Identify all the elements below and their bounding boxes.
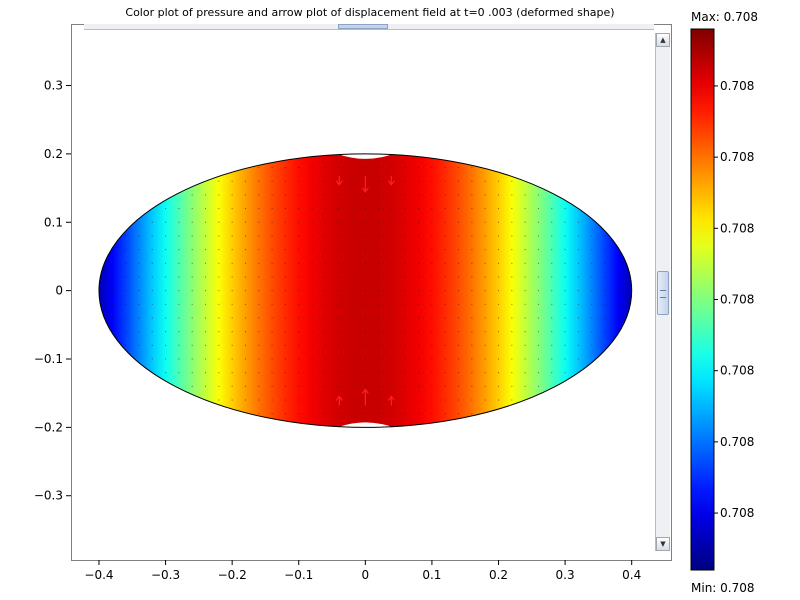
y-tick-label: 0.2: [44, 147, 63, 161]
x-tick-label: −0.1: [284, 568, 313, 582]
displacement-arrow-markers: [335, 175, 395, 406]
colorbar-tick-label: 0.708: [720, 150, 754, 164]
y-tick-label: −0.1: [34, 352, 63, 366]
colorbar-tick-label: 0.708: [720, 79, 754, 93]
y-tick-label: −0.3: [34, 489, 63, 503]
x-tick-label: 0.2: [489, 568, 508, 582]
grip-icon: [660, 290, 666, 298]
x-tick-label: −0.3: [151, 568, 180, 582]
scroll-up-icon[interactable]: ▲: [656, 33, 670, 47]
x-tick-label: 0.3: [556, 568, 575, 582]
scroll-down-icon[interactable]: ▼: [656, 537, 670, 551]
colorbar-max-label: Max: 0.708: [691, 10, 759, 24]
colorbar-tick-label: 0.708: [720, 221, 754, 235]
displacement-arrows: [111, 167, 619, 415]
vertical-scroll-thumb[interactable]: [657, 271, 669, 315]
horizontal-scroll-thumb[interactable]: [338, 24, 388, 29]
y-tick-label: −0.2: [34, 420, 63, 434]
x-tick-label: 0.4: [622, 568, 641, 582]
colorbar-tick-label: 0.708: [720, 364, 754, 378]
colorbar-tick-label: 0.708: [720, 506, 754, 520]
vertical-scrollbar[interactable]: ▲ ▼: [655, 33, 670, 551]
x-tick-label: −0.4: [84, 568, 113, 582]
y-tick-label: 0.3: [44, 79, 63, 93]
domain-boundary: [98, 153, 633, 428]
colorbar-min-label: Min: 0.708: [691, 581, 755, 595]
colorbar-tick-label: 0.708: [720, 293, 754, 307]
y-tick-label: 0.1: [44, 215, 63, 229]
x-tick-label: −0.2: [218, 568, 247, 582]
x-tick-label: 0.1: [422, 568, 441, 582]
chart-title: Color plot of pressure and arrow plot of…: [125, 6, 615, 19]
colorbar-tick-label: 0.708: [720, 435, 754, 449]
y-tick-label: 0: [55, 284, 63, 298]
colorbar: [690, 28, 715, 571]
x-tick-label: 0: [362, 568, 370, 582]
horizontal-scrollbar[interactable]: [84, 24, 654, 30]
